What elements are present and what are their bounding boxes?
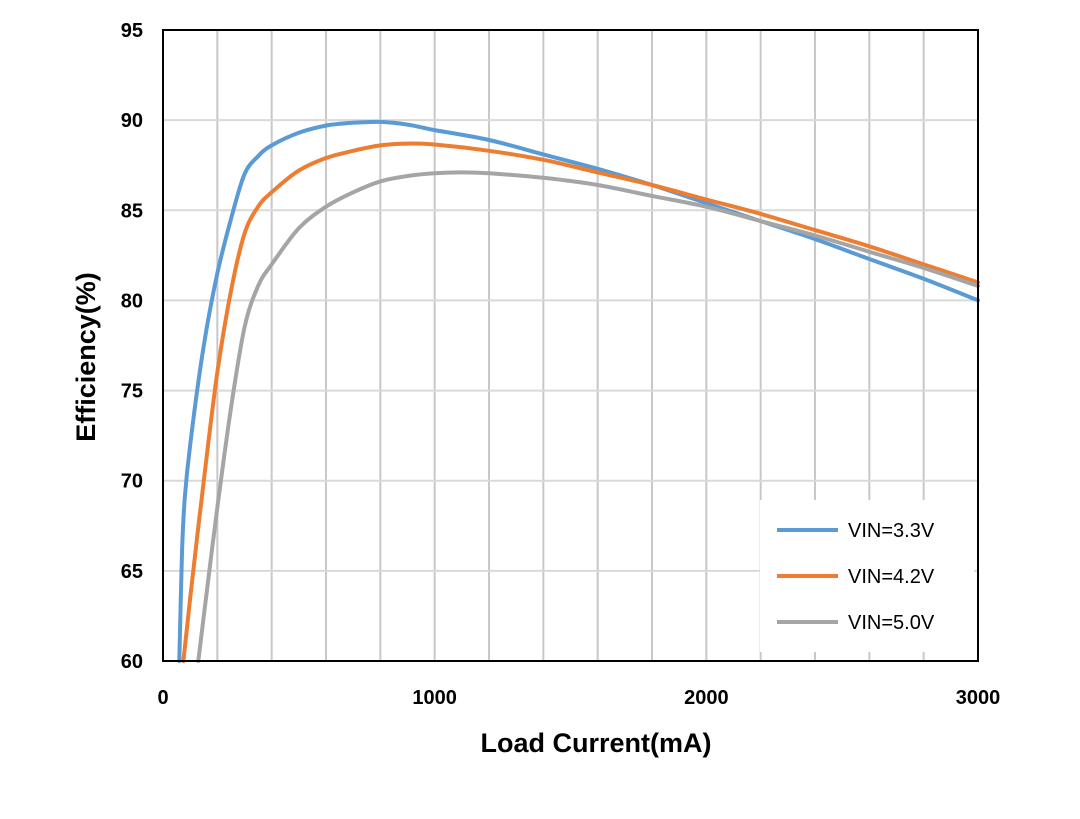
y-tick-label: 60 [121, 651, 143, 673]
plot-frame [162, 29, 979, 662]
tick-labels: 0 1000 2000 3000 60 65 70 75 80 85 90 95 [121, 20, 1001, 709]
x-tick-label: 1000 [412, 687, 457, 709]
series-lines [177, 119, 980, 663]
legend-label: VIN=5.0V [848, 612, 935, 634]
legend-label: VIN=3.3V [848, 520, 935, 542]
y-tick-label: 80 [121, 290, 143, 312]
x-axis-title: Load Current(mA) [481, 728, 712, 758]
x-tick-label: 2000 [684, 687, 729, 709]
x-tick-label: 3000 [956, 687, 1001, 709]
series-line-3 [196, 170, 980, 663]
y-tick-label: 65 [121, 561, 143, 583]
y-tick-label: 70 [121, 471, 143, 493]
legend: VIN=3.3V VIN=4.2V VIN=5.0V [760, 500, 974, 652]
y-tick-label: 75 [121, 381, 143, 403]
legend-label: VIN=4.2V [848, 566, 935, 588]
y-tick-label: 85 [121, 200, 143, 222]
y-tick-label: 90 [121, 110, 143, 132]
y-tick-label: 95 [121, 20, 143, 42]
series-line-2 [181, 141, 980, 663]
y-axis-title: Efficiency(%) [71, 272, 101, 442]
x-tick-label: 0 [157, 687, 168, 709]
